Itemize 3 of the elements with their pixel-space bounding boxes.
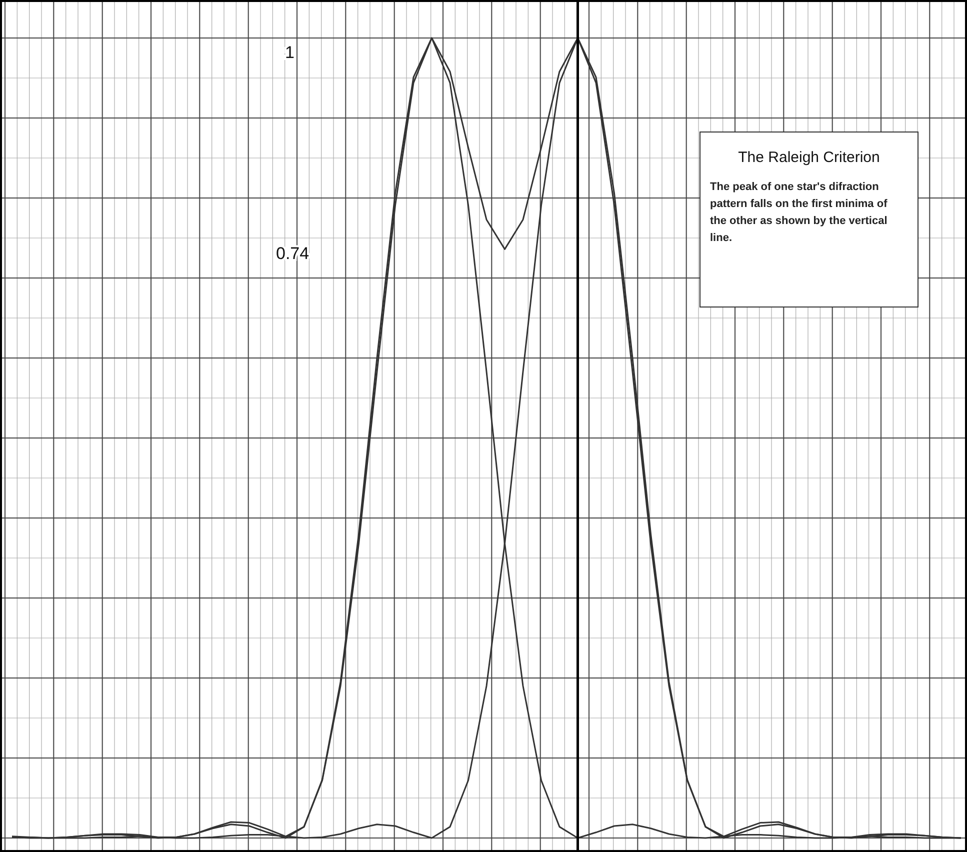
text: The Raleigh Criterion — [738, 149, 880, 166]
annotation: 1 — [285, 43, 294, 62]
annotation: The peak of one star's difraction pattern falls on the first minima of the other as shown by the vertical line. — [710, 181, 888, 244]
